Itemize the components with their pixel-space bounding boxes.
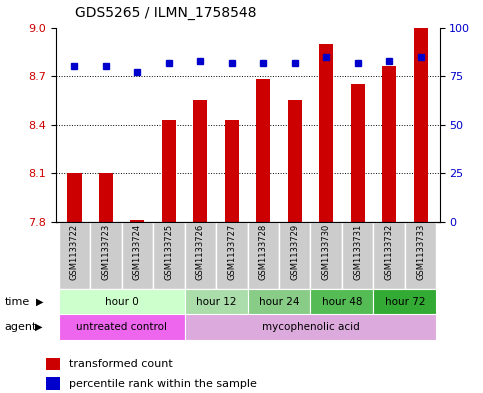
Text: GSM1133727: GSM1133727 — [227, 224, 236, 280]
Text: GSM1133730: GSM1133730 — [322, 224, 331, 280]
Text: hour 48: hour 48 — [322, 297, 362, 307]
Bar — [90, 222, 122, 289]
Text: GSM1133724: GSM1133724 — [133, 224, 142, 280]
Bar — [373, 289, 436, 314]
Bar — [248, 289, 311, 314]
Text: GSM1133731: GSM1133731 — [353, 224, 362, 280]
Bar — [67, 173, 82, 222]
Bar — [59, 222, 90, 289]
Bar — [46, 377, 60, 390]
Bar — [225, 120, 239, 222]
Text: GSM1133732: GSM1133732 — [384, 224, 394, 280]
Bar — [185, 289, 248, 314]
Text: untreated control: untreated control — [76, 322, 167, 332]
Bar — [319, 44, 333, 222]
Bar — [46, 358, 60, 370]
Text: transformed count: transformed count — [69, 359, 173, 369]
Text: time: time — [5, 297, 30, 307]
Text: GSM1133723: GSM1133723 — [101, 224, 111, 280]
Text: hour 12: hour 12 — [196, 297, 236, 307]
Bar — [311, 222, 342, 289]
Text: mycophenolic acid: mycophenolic acid — [262, 322, 359, 332]
Bar — [256, 79, 270, 222]
Bar — [99, 173, 113, 222]
Bar — [122, 222, 153, 289]
Bar — [405, 222, 436, 289]
Bar — [382, 66, 396, 222]
Text: GDS5265 / ILMN_1758548: GDS5265 / ILMN_1758548 — [75, 6, 256, 20]
Text: ▶: ▶ — [35, 322, 43, 332]
Bar — [413, 28, 428, 222]
Text: GSM1133733: GSM1133733 — [416, 224, 425, 281]
Text: GSM1133725: GSM1133725 — [164, 224, 173, 280]
Bar — [130, 220, 144, 222]
Bar — [342, 222, 373, 289]
Bar — [59, 289, 185, 314]
Bar — [59, 314, 185, 340]
Text: GSM1133728: GSM1133728 — [259, 224, 268, 280]
Text: agent: agent — [5, 322, 37, 332]
Text: GSM1133729: GSM1133729 — [290, 224, 299, 280]
Bar — [153, 222, 185, 289]
Text: percentile rank within the sample: percentile rank within the sample — [69, 378, 257, 389]
Bar — [279, 222, 311, 289]
Bar — [351, 84, 365, 222]
Bar — [162, 120, 176, 222]
Bar — [193, 101, 207, 222]
Text: GSM1133726: GSM1133726 — [196, 224, 205, 280]
Text: GSM1133722: GSM1133722 — [70, 224, 79, 280]
Text: ▶: ▶ — [36, 297, 44, 307]
Bar — [311, 289, 373, 314]
Bar — [185, 222, 216, 289]
Bar — [216, 222, 248, 289]
Text: hour 0: hour 0 — [105, 297, 139, 307]
Bar — [288, 101, 302, 222]
Text: hour 24: hour 24 — [259, 297, 299, 307]
Bar — [185, 314, 436, 340]
Text: hour 72: hour 72 — [384, 297, 425, 307]
Bar — [248, 222, 279, 289]
Bar — [373, 222, 405, 289]
